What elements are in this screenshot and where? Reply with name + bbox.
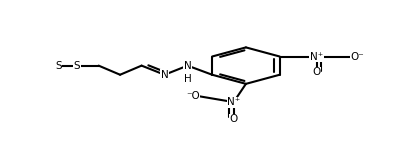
Text: O: O bbox=[230, 114, 238, 124]
Text: N⁺: N⁺ bbox=[310, 52, 323, 62]
Text: O⁻: O⁻ bbox=[350, 52, 364, 62]
Text: N⁺: N⁺ bbox=[227, 97, 240, 107]
Text: N: N bbox=[184, 61, 192, 71]
Text: N: N bbox=[161, 70, 168, 80]
Text: S: S bbox=[74, 61, 80, 71]
Text: S: S bbox=[55, 61, 62, 71]
Text: ⁻O: ⁻O bbox=[186, 91, 200, 101]
Text: O: O bbox=[312, 67, 321, 77]
Text: H: H bbox=[184, 74, 192, 84]
